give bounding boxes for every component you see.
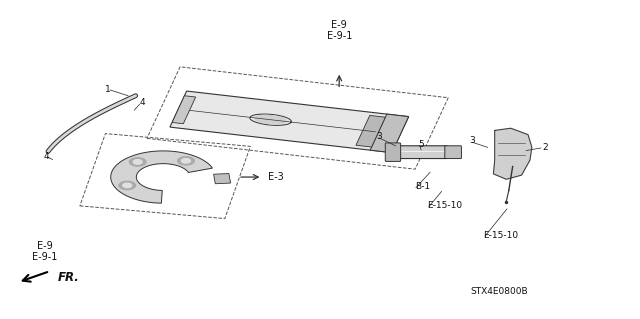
Polygon shape <box>493 128 532 179</box>
FancyBboxPatch shape <box>396 146 449 159</box>
Text: 3: 3 <box>376 132 381 141</box>
Polygon shape <box>255 115 286 124</box>
Circle shape <box>133 160 142 164</box>
Text: 4: 4 <box>140 98 145 107</box>
Text: E-9
E-9-1: E-9 E-9-1 <box>32 241 58 263</box>
Polygon shape <box>170 91 408 153</box>
Text: E-15-10: E-15-10 <box>483 231 518 240</box>
FancyBboxPatch shape <box>385 143 401 161</box>
Polygon shape <box>370 114 408 153</box>
Text: E-9
E-9-1: E-9 E-9-1 <box>326 20 352 41</box>
Text: B-1: B-1 <box>415 182 430 191</box>
Text: STX4E0800B: STX4E0800B <box>470 287 528 296</box>
Circle shape <box>123 183 132 188</box>
Text: E-3: E-3 <box>268 172 284 182</box>
Text: FR.: FR. <box>58 271 79 284</box>
Circle shape <box>178 157 195 165</box>
Circle shape <box>119 181 136 189</box>
Circle shape <box>182 159 191 163</box>
Text: 3: 3 <box>470 137 475 145</box>
Polygon shape <box>111 151 212 203</box>
Polygon shape <box>356 115 385 147</box>
Text: 2: 2 <box>543 143 548 152</box>
Text: 4: 4 <box>44 152 49 161</box>
Text: 5: 5 <box>419 140 424 149</box>
Circle shape <box>129 158 146 166</box>
Text: 1: 1 <box>105 85 110 94</box>
FancyBboxPatch shape <box>445 146 461 159</box>
Polygon shape <box>172 96 196 124</box>
Text: E-15-10: E-15-10 <box>428 201 463 210</box>
Polygon shape <box>214 174 230 184</box>
